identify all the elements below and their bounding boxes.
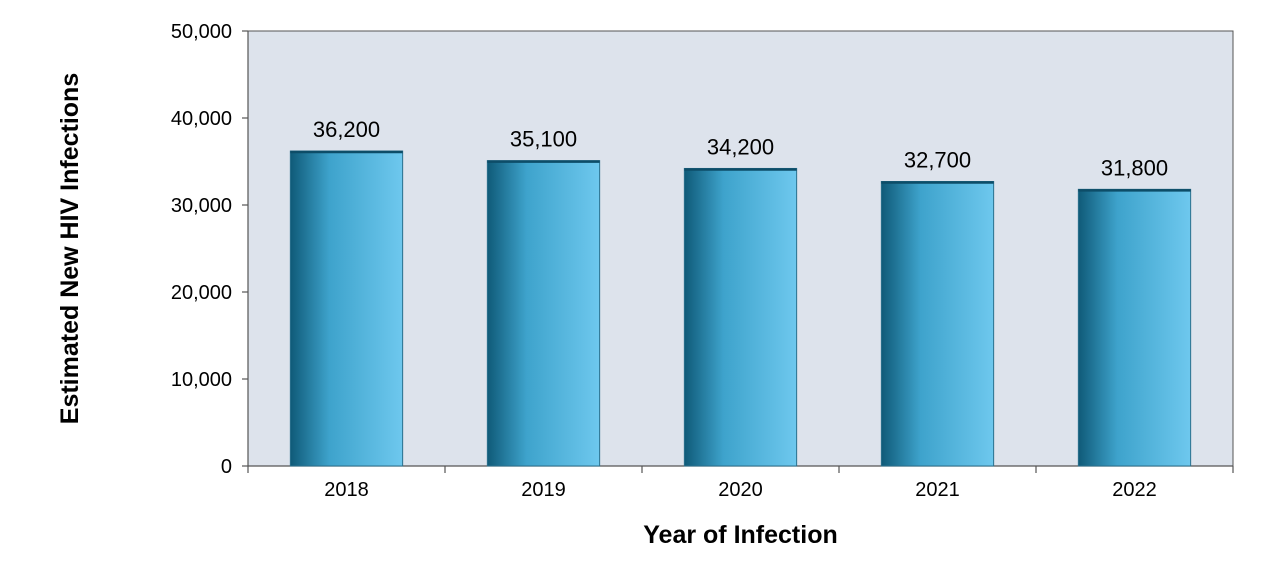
y-tick-label: 20,000 <box>171 282 232 304</box>
bar-value-label: 32,700 <box>904 148 971 173</box>
bar <box>683 167 798 467</box>
y-axis: 0 10,000 20,000 30,000 40,000 50,000 <box>171 21 249 478</box>
x-tick-label: 2021 <box>915 479 960 501</box>
bar <box>1077 188 1192 467</box>
bar <box>486 160 601 467</box>
y-tick-label: 50,000 <box>171 21 232 43</box>
data-labels: 36,200 35,100 34,200 32,700 31,800 <box>313 117 1168 180</box>
x-tick-label: 2020 <box>718 479 763 501</box>
bars <box>289 150 1192 467</box>
x-tick-label: 2022 <box>1112 479 1157 501</box>
y-tick-label: 40,000 <box>171 108 232 130</box>
y-tick-label: 30,000 <box>171 195 232 217</box>
y-tick-label: 0 <box>221 456 232 478</box>
bar <box>289 150 404 467</box>
bar-value-label: 34,200 <box>707 134 774 159</box>
x-tick-label: 2018 <box>324 479 369 501</box>
x-tick-label: 2019 <box>521 479 566 501</box>
bar-value-label: 31,800 <box>1101 155 1168 180</box>
x-axis-title: Year of Infection <box>643 521 837 549</box>
y-tick-label: 10,000 <box>171 369 232 391</box>
y-axis-title: Estimated New HIV Infections <box>56 73 84 424</box>
bar-value-label: 36,200 <box>313 117 380 142</box>
bar-value-label: 35,100 <box>510 127 577 152</box>
bar <box>880 181 995 467</box>
x-axis: 2018 2019 2020 2021 2022 <box>247 465 1234 501</box>
